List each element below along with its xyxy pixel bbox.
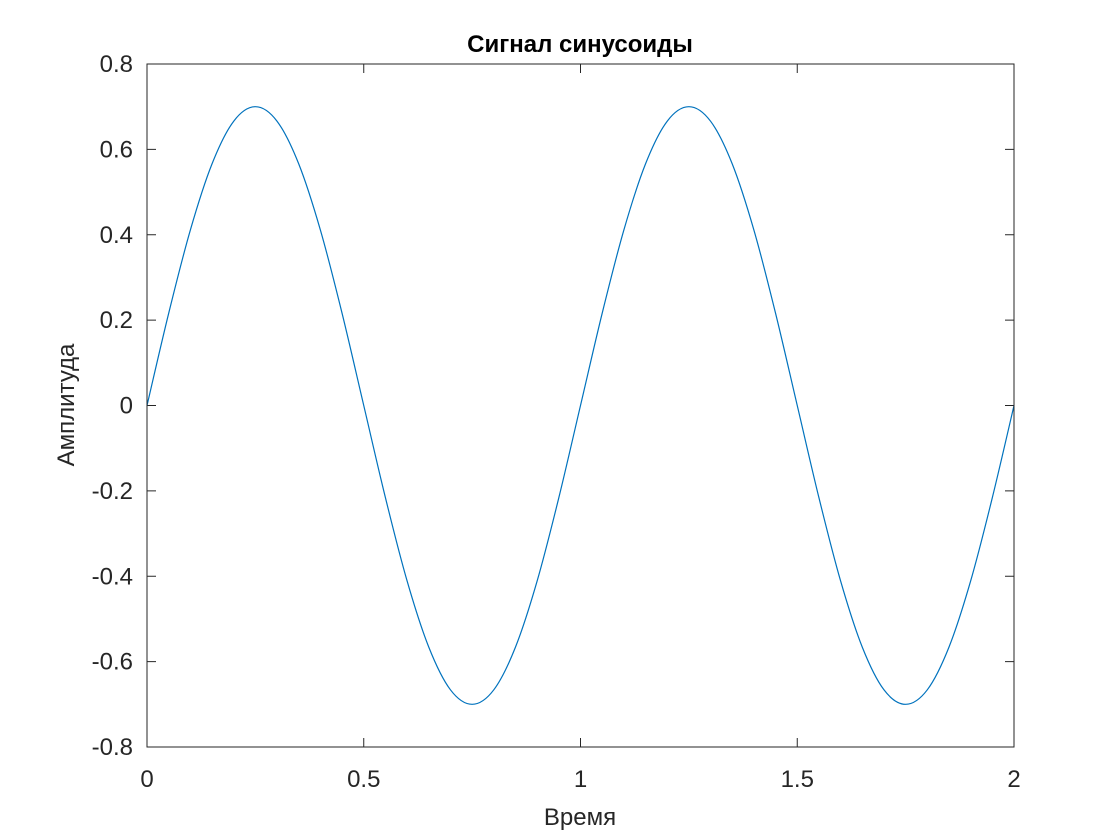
y-tick-label: 0.4: [100, 222, 133, 249]
y-tick-label: -0.2: [92, 478, 133, 505]
y-tick-label: -0.8: [92, 734, 133, 761]
x-tick-label: 0: [140, 766, 153, 793]
chart-title: Сигнал синусоиды: [467, 31, 693, 58]
plot-series: [146, 106, 1015, 705]
axes-box: [146, 63, 1015, 748]
y-axis-label: Амплитуда: [53, 343, 80, 466]
y-tick-label: 0.2: [100, 307, 133, 334]
x-tick-label: 1.5: [781, 766, 814, 793]
y-tick-label: -0.4: [92, 563, 133, 590]
x-tick-label: 2: [1007, 766, 1020, 793]
y-tick-label: -0.6: [92, 649, 133, 676]
x-axis-label: Время: [544, 804, 616, 831]
x-tick-label: 1: [574, 766, 587, 793]
y-tick-label: 0.6: [100, 136, 133, 163]
x-tick-label: 0.5: [347, 766, 380, 793]
y-tick-label: 0: [120, 393, 133, 420]
sine-series-line: [146, 106, 1015, 705]
y-tick-label: 0.8: [100, 51, 133, 78]
